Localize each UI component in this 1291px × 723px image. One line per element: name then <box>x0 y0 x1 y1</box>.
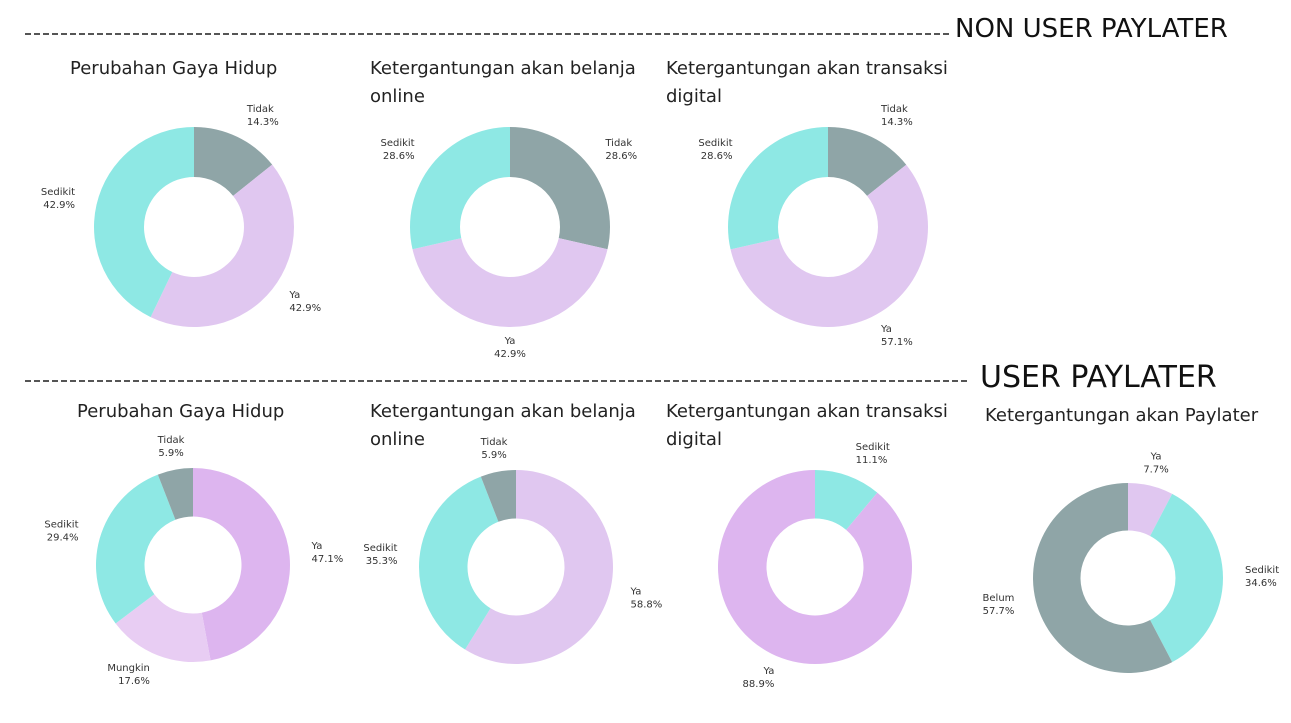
slice-label: Sedikit <box>380 138 414 149</box>
chart-title: Ketergantungan akan belanja online <box>370 401 636 450</box>
slice-value: 17.6% <box>118 676 150 687</box>
donut-slice <box>815 470 878 530</box>
slice-value: 7.7% <box>1143 464 1168 475</box>
slice-label: Sedikit <box>856 442 890 453</box>
slice-value: 28.6% <box>701 151 733 162</box>
slice-label: Mungkin <box>107 663 150 674</box>
donut-slice <box>419 476 499 650</box>
donut-slice <box>410 127 510 250</box>
donut-slice <box>718 470 912 664</box>
chart-title: Perubahan Gaya Hidup <box>70 58 278 79</box>
slice-value: 88.9% <box>743 679 775 690</box>
slice-value: 47.1% <box>312 554 344 565</box>
slice-label: Ya <box>311 541 323 552</box>
slice-value: 42.9% <box>43 200 75 211</box>
donut-slice <box>412 238 608 327</box>
chart-title: Ketergantungan akan transaksi digital <box>666 58 948 107</box>
slice-label: Tidak <box>604 138 632 149</box>
slice-label: Tidak <box>880 104 908 115</box>
donut-slice <box>115 594 211 662</box>
slice-label: Ya <box>1150 451 1162 462</box>
slice-value: 5.9% <box>158 448 183 459</box>
donut-slice <box>510 127 610 250</box>
slice-value: 35.3% <box>366 556 398 567</box>
slice-label: Tidak <box>480 437 508 448</box>
slice-value: 57.1% <box>881 337 913 348</box>
donut-slice <box>150 164 294 327</box>
donut-slice <box>95 474 176 624</box>
slice-label: Sedikit <box>363 543 397 554</box>
donut-slice <box>194 127 273 196</box>
donut-slice <box>193 468 290 661</box>
slice-label: Tidak <box>157 435 185 446</box>
slice-label: Ya <box>880 324 892 335</box>
slice-value: 58.8% <box>630 599 662 610</box>
slice-label: Sedikit <box>1245 565 1279 576</box>
slice-value: 28.6% <box>383 151 415 162</box>
slice-value: 42.9% <box>289 303 321 314</box>
donut-slice <box>828 127 907 196</box>
slice-value: 14.3% <box>247 117 279 128</box>
slice-label: Ya <box>762 666 774 677</box>
slice-label: Sedikit <box>44 520 78 531</box>
donut-slice <box>480 470 516 522</box>
slice-value: 34.6% <box>1245 578 1277 589</box>
slice-value: 14.3% <box>881 117 913 128</box>
donut-slice <box>157 468 193 520</box>
slice-label: Sedikit <box>41 187 75 198</box>
donut-slice <box>1128 483 1173 536</box>
slice-value: 42.9% <box>494 349 526 360</box>
chart-title: Ketergantungan akan belanja online <box>370 58 636 107</box>
slice-value: 57.7% <box>983 606 1015 617</box>
slice-label: Tidak <box>246 104 274 115</box>
slice-value: 29.4% <box>47 533 79 544</box>
chart-title: Ketergantungan akan Paylater <box>985 405 1259 426</box>
slice-value: 5.9% <box>481 450 506 461</box>
section-title: NON USER PAYLATER <box>955 14 1228 44</box>
slice-value: 28.6% <box>605 151 637 162</box>
chart-title: Perubahan Gaya Hidup <box>77 401 285 422</box>
donut-slice <box>727 127 828 250</box>
donut-slice <box>730 164 928 328</box>
donut-slice <box>465 470 614 664</box>
donut-slice <box>1033 483 1173 673</box>
chart-title: Ketergantungan akan transaksi digital <box>666 401 948 450</box>
slice-label: Ya <box>288 290 300 301</box>
donut-slice <box>94 126 194 318</box>
slice-label: Ya <box>629 586 641 597</box>
section-title: USER PAYLATER <box>980 360 1217 395</box>
slice-label: Belum <box>983 593 1015 604</box>
donut-slice <box>1150 493 1224 663</box>
slice-value: 11.1% <box>856 455 888 466</box>
slice-label: Sedikit <box>698 138 732 149</box>
slice-label: Ya <box>504 336 516 347</box>
